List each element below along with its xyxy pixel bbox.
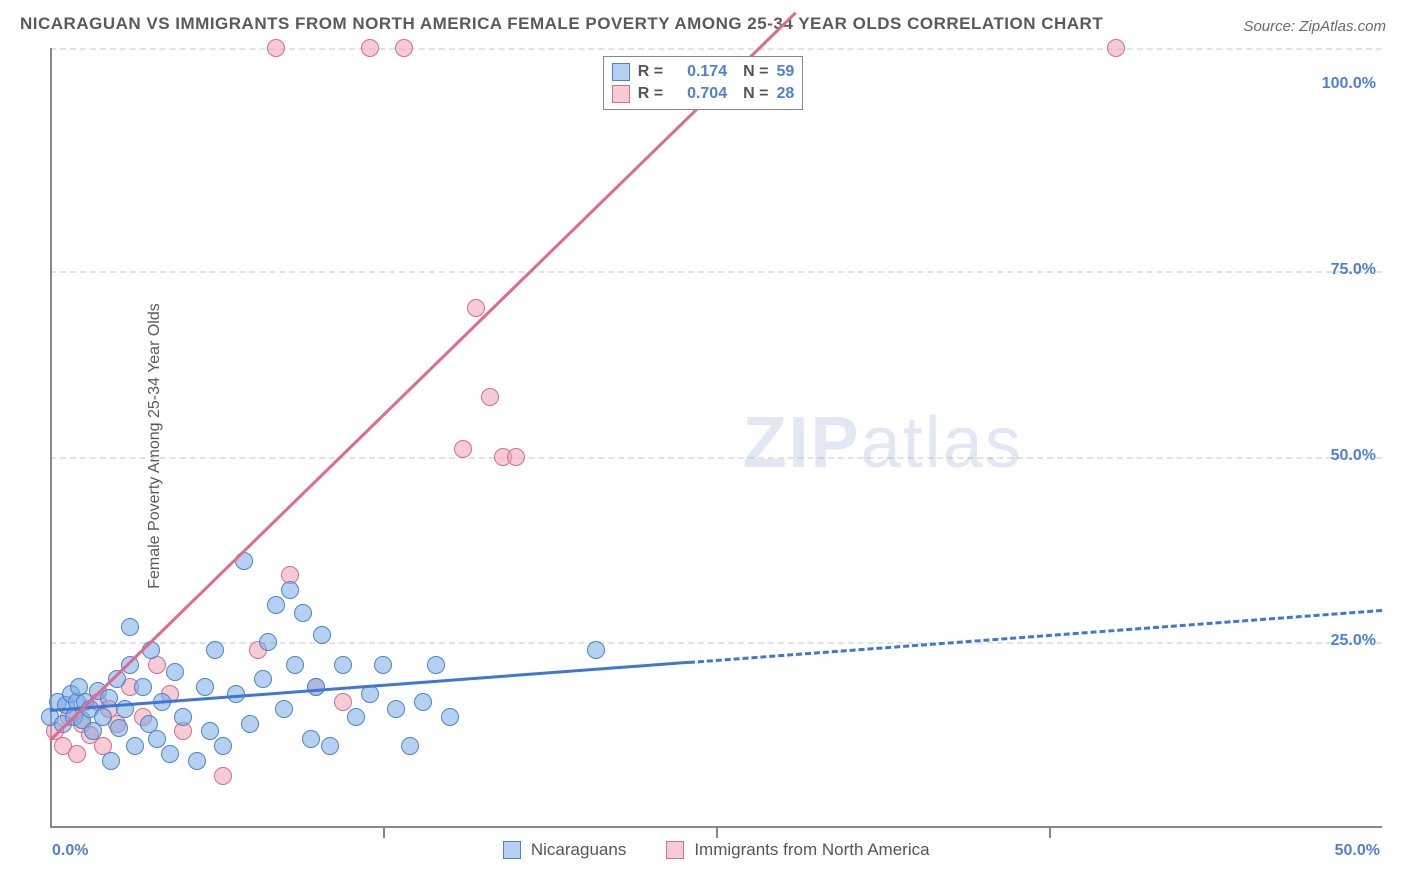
scatter-point-nicaraguans (286, 656, 304, 674)
stats-box: R = 0.174 N = 59 R = 0.704 N = 28 (603, 56, 803, 110)
scatter-point-immigrants (267, 39, 285, 57)
scatter-point-nicaraguans (166, 663, 184, 681)
scatter-point-immigrants (1107, 39, 1125, 57)
legend-swatch (666, 841, 684, 859)
r-value: 0.704 (671, 85, 727, 103)
scatter-point-nicaraguans (302, 730, 320, 748)
scatter-point-nicaraguans (174, 708, 192, 726)
scatter-point-nicaraguans (259, 633, 277, 651)
scatter-point-immigrants (361, 39, 379, 57)
y-tick-label: 50.0% (1331, 447, 1376, 465)
scatter-point-immigrants (395, 39, 413, 57)
watermark: ZIPatlas (743, 402, 1023, 484)
scatter-point-nicaraguans (126, 737, 144, 755)
n-value: 28 (776, 85, 794, 103)
scatter-point-nicaraguans (387, 700, 405, 718)
scatter-point-nicaraguans (347, 708, 365, 726)
chart-title: NICARAGUAN VS IMMIGRANTS FROM NORTH AMER… (20, 14, 1103, 34)
grid-line (50, 271, 1382, 273)
r-value: 0.174 (671, 63, 727, 81)
scatter-point-nicaraguans (313, 626, 331, 644)
scatter-point-immigrants (334, 693, 352, 711)
legend-swatch (503, 841, 521, 859)
scatter-point-nicaraguans (254, 670, 272, 688)
x-tick (1049, 828, 1051, 838)
scatter-point-nicaraguans (334, 656, 352, 674)
legend-swatch (612, 63, 630, 81)
n-value: 59 (776, 63, 794, 81)
legend-label: Nicaraguans (531, 840, 626, 860)
scatter-point-nicaraguans (206, 641, 224, 659)
scatter-point-nicaraguans (201, 722, 219, 740)
scatter-point-immigrants (481, 388, 499, 406)
source-label: Source: ZipAtlas.com (1243, 18, 1386, 35)
scatter-point-nicaraguans (84, 722, 102, 740)
scatter-point-nicaraguans (414, 693, 432, 711)
scatter-point-nicaraguans (401, 737, 419, 755)
y-tick-label: 25.0% (1331, 632, 1376, 650)
scatter-point-nicaraguans (196, 678, 214, 696)
scatter-point-nicaraguans (188, 752, 206, 770)
y-tick-label: 75.0% (1331, 261, 1376, 279)
grid-line (50, 48, 1382, 50)
n-label: N = (743, 63, 768, 81)
n-label: N = (743, 85, 768, 103)
scatter-point-nicaraguans (110, 719, 128, 737)
scatter-point-nicaraguans (241, 715, 259, 733)
scatter-point-immigrants (68, 745, 86, 763)
scatter-point-nicaraguans (214, 737, 232, 755)
scatter-point-nicaraguans (94, 708, 112, 726)
scatter-point-nicaraguans (267, 596, 285, 614)
scatter-point-nicaraguans (161, 745, 179, 763)
scatter-point-nicaraguans (121, 618, 139, 636)
grid-line (50, 457, 1382, 459)
scatter-point-nicaraguans (374, 656, 392, 674)
scatter-point-immigrants (507, 448, 525, 466)
r-label: R = (638, 85, 663, 103)
x-tick-label: 0.0% (52, 842, 88, 860)
trend-line-immigrants (49, 11, 797, 741)
x-tick (716, 828, 718, 838)
stats-row: R = 0.704 N = 28 (612, 83, 794, 105)
scatter-point-immigrants (214, 767, 232, 785)
scatter-point-nicaraguans (427, 656, 445, 674)
x-tick (383, 828, 385, 838)
scatter-point-nicaraguans (441, 708, 459, 726)
trend-line-nicaraguans-dashed (689, 609, 1382, 664)
x-tick-label: 50.0% (1335, 842, 1380, 860)
scatter-point-nicaraguans (294, 604, 312, 622)
scatter-point-nicaraguans (321, 737, 339, 755)
legend-swatch (612, 85, 630, 103)
r-label: R = (638, 63, 663, 81)
plot-area: ZIPatlas25.0%50.0%75.0%100.0%0.0%50.0%R … (50, 48, 1382, 828)
stats-row: R = 0.174 N = 59 (612, 61, 794, 83)
scatter-point-nicaraguans (134, 678, 152, 696)
scatter-point-nicaraguans (587, 641, 605, 659)
scatter-point-nicaraguans (281, 581, 299, 599)
legend-label: Immigrants from North America (694, 840, 929, 860)
scatter-point-nicaraguans (275, 700, 293, 718)
scatter-point-nicaraguans (307, 678, 325, 696)
scatter-point-immigrants (454, 440, 472, 458)
scatter-point-nicaraguans (102, 752, 120, 770)
y-tick-label: 100.0% (1322, 75, 1376, 93)
bottom-legend: Nicaraguans Immigrants from North America (503, 840, 960, 860)
scatter-point-nicaraguans (148, 730, 166, 748)
